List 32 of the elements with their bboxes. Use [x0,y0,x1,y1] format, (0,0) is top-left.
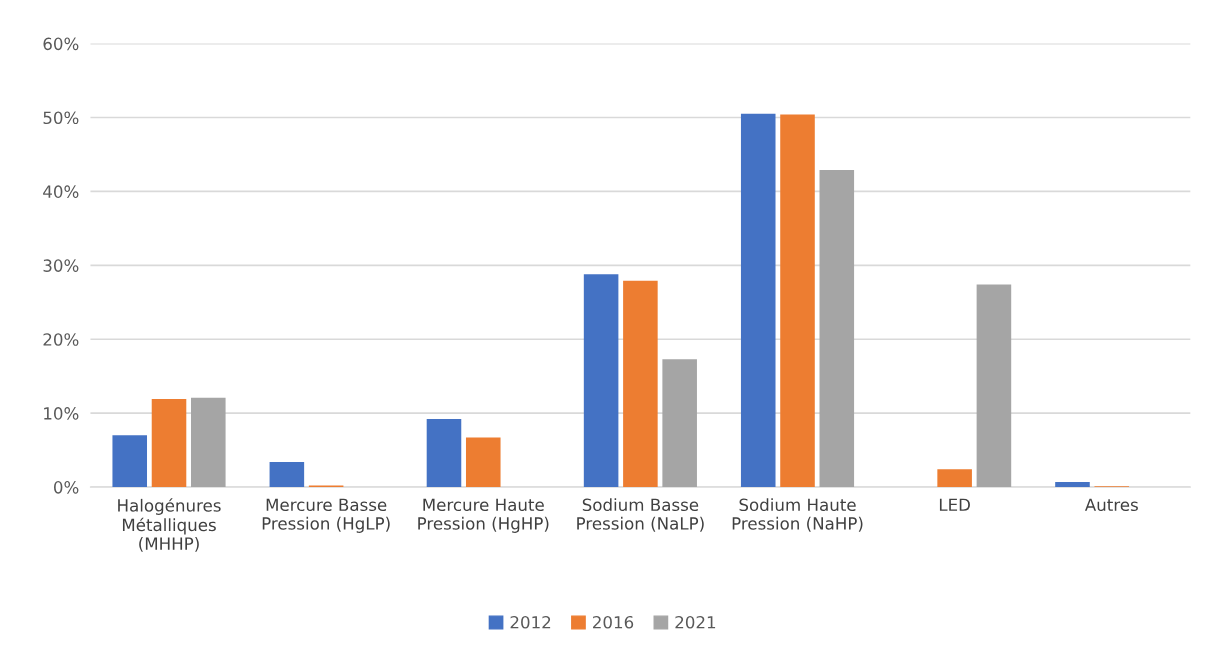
y-tick-label: 30% [43,259,79,272]
legend-label: 2016 [593,615,634,629]
x-tick-label: Halogénures Métalliques (MHHP) [118,498,221,552]
y-tick-label: 40% [43,185,79,198]
y-tick-label: 50% [43,111,79,125]
y-tick-label: 60% [43,37,79,51]
x-tick-label: Sodium Haute Pression (NaHP) [732,498,863,532]
bar [426,419,462,488]
bar [1055,481,1090,488]
y-tick-label: 0% [54,481,79,494]
bar [623,280,658,488]
x-tick-label: Autres [1084,498,1138,512]
bar [151,399,187,488]
y-tick-label: 20% [43,333,79,346]
bar [465,437,501,488]
bar [583,274,619,488]
legend-label: 2021 [675,615,716,629]
x-tick-label: Sodium Basse Pression (NaLP) [577,498,704,532]
x-tick-label: Mercure Basse Pression (HgLP) [262,498,390,533]
legend-label: 2012 [510,615,551,629]
bar [976,284,1012,488]
bar [269,461,305,488]
bar [937,469,972,488]
bar [662,359,697,488]
bar [819,169,855,488]
x-tick-label: Mercure Haute Pression (HgHP) [418,498,549,533]
y-tick-label: 10% [44,407,79,420]
x-tick-label: LED [939,498,970,511]
bar [740,113,776,488]
bar [112,435,148,488]
bar [191,397,226,488]
bar [780,114,815,488]
